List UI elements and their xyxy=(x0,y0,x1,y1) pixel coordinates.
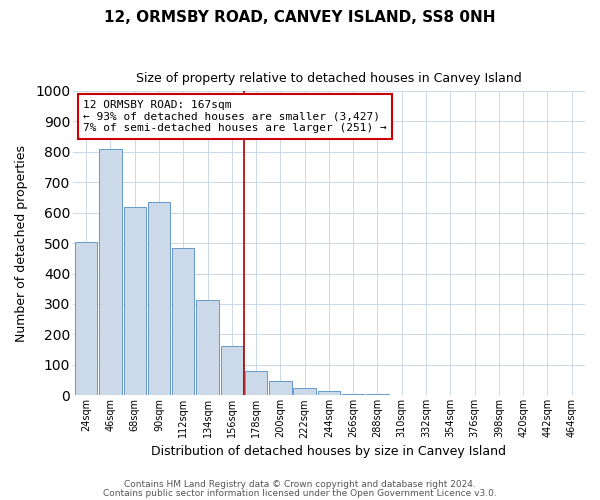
Text: 12 ORMSBY ROAD: 167sqm
← 93% of detached houses are smaller (3,427)
7% of semi-d: 12 ORMSBY ROAD: 167sqm ← 93% of detached… xyxy=(83,100,387,133)
Bar xyxy=(269,381,292,396)
Bar xyxy=(245,371,267,396)
Title: Size of property relative to detached houses in Canvey Island: Size of property relative to detached ho… xyxy=(136,72,522,86)
Text: 12, ORMSBY ROAD, CANVEY ISLAND, SS8 0NH: 12, ORMSBY ROAD, CANVEY ISLAND, SS8 0NH xyxy=(104,10,496,25)
Bar xyxy=(75,242,97,396)
Bar xyxy=(172,248,194,396)
Bar xyxy=(148,202,170,396)
Bar xyxy=(367,394,389,396)
Bar xyxy=(196,300,219,396)
X-axis label: Distribution of detached houses by size in Canvey Island: Distribution of detached houses by size … xyxy=(151,444,506,458)
Y-axis label: Number of detached properties: Number of detached properties xyxy=(15,144,28,342)
Bar xyxy=(293,388,316,396)
Bar xyxy=(124,206,146,396)
Bar xyxy=(318,391,340,396)
Text: Contains HM Land Registry data © Crown copyright and database right 2024.: Contains HM Land Registry data © Crown c… xyxy=(124,480,476,489)
Bar xyxy=(221,346,243,396)
Text: Contains public sector information licensed under the Open Government Licence v3: Contains public sector information licen… xyxy=(103,488,497,498)
Bar xyxy=(100,148,122,396)
Bar xyxy=(342,394,364,396)
